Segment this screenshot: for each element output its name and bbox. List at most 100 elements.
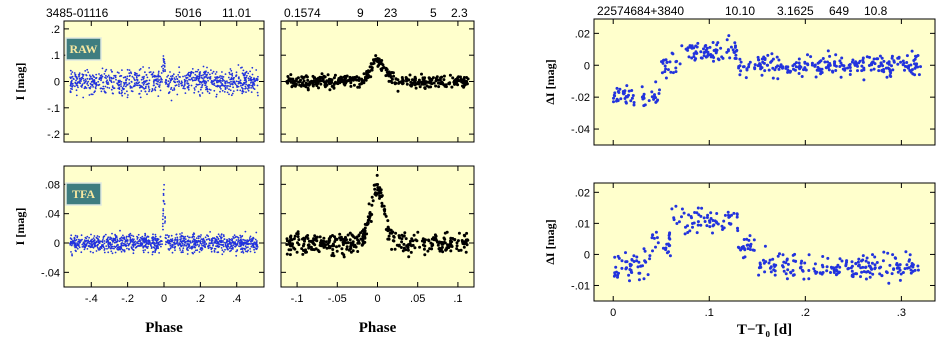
data-point xyxy=(201,92,204,94)
data-point xyxy=(211,72,214,75)
data-point xyxy=(216,245,219,247)
data-point xyxy=(628,268,632,271)
data-point xyxy=(70,238,73,241)
data-point xyxy=(73,237,76,240)
data-point xyxy=(705,216,709,219)
data-point xyxy=(910,68,914,72)
data-point xyxy=(106,75,109,78)
data-point xyxy=(125,85,127,88)
data-point xyxy=(680,44,684,48)
data-point xyxy=(771,76,775,80)
data-point xyxy=(168,77,171,80)
data-point xyxy=(849,69,852,73)
data-point xyxy=(357,241,361,245)
data-point xyxy=(179,249,182,251)
data-point xyxy=(865,256,869,260)
data-point xyxy=(97,241,100,244)
data-point xyxy=(232,90,235,92)
data-point xyxy=(840,259,844,263)
data-point xyxy=(111,232,113,235)
data-point xyxy=(437,247,441,251)
data-point xyxy=(255,69,258,71)
data-point xyxy=(163,65,166,67)
data-point xyxy=(119,75,121,78)
data-point xyxy=(159,89,162,92)
data-point xyxy=(781,253,785,257)
data-point xyxy=(807,253,811,257)
data-point xyxy=(246,88,249,90)
x-tick-label: .1 xyxy=(705,307,714,319)
data-point xyxy=(179,233,181,235)
header-right-0: 22574684+3840 xyxy=(597,4,684,18)
data-point xyxy=(198,77,201,80)
data-point xyxy=(773,68,777,72)
data-point xyxy=(108,76,111,79)
data-point xyxy=(326,73,330,77)
data-point xyxy=(464,238,468,242)
data-point xyxy=(739,69,743,73)
data-point xyxy=(127,235,130,238)
data-point xyxy=(663,64,667,68)
data-point xyxy=(368,211,372,214)
data-point xyxy=(374,54,378,58)
data-point xyxy=(173,88,176,91)
data-point xyxy=(363,226,367,230)
data-point xyxy=(98,247,101,250)
data-point xyxy=(409,250,413,254)
data-point xyxy=(187,240,189,243)
data-point xyxy=(153,84,155,87)
data-point xyxy=(688,229,692,233)
data-point xyxy=(425,84,429,88)
data-point xyxy=(838,59,842,63)
data-point xyxy=(380,59,384,62)
data-point xyxy=(677,220,681,224)
data-point xyxy=(208,92,211,95)
data-point xyxy=(137,245,140,248)
data-point xyxy=(786,262,790,266)
data-point xyxy=(141,242,144,245)
data-point xyxy=(114,233,116,236)
data-point xyxy=(348,76,352,80)
data-point xyxy=(776,64,780,68)
data-point xyxy=(324,83,328,86)
data-point xyxy=(131,75,134,78)
data-point xyxy=(189,74,192,76)
data-point xyxy=(121,87,124,89)
data-point xyxy=(694,57,698,61)
data-point xyxy=(199,95,202,97)
data-point xyxy=(183,78,186,81)
data-point xyxy=(714,50,718,54)
data-point xyxy=(433,233,437,237)
data-point xyxy=(76,242,78,245)
data-point xyxy=(313,76,317,80)
data-point xyxy=(96,235,99,237)
data-point xyxy=(435,75,439,79)
data-point xyxy=(143,88,146,90)
y-tick-label: .08 xyxy=(45,179,60,191)
data-point xyxy=(370,66,374,70)
data-point xyxy=(100,245,103,248)
x-tick-label: 0 xyxy=(161,293,167,305)
data-point xyxy=(380,194,384,198)
data-point xyxy=(393,81,397,85)
data-point xyxy=(451,237,455,240)
data-point xyxy=(245,83,248,86)
data-point xyxy=(786,70,790,74)
data-point xyxy=(439,248,443,252)
data-point xyxy=(88,240,90,243)
data-point xyxy=(816,61,820,65)
data-point xyxy=(69,77,72,80)
data-point xyxy=(742,238,746,241)
data-point xyxy=(420,239,424,243)
data-point xyxy=(207,238,210,240)
data-point xyxy=(98,77,101,79)
data-point xyxy=(230,69,233,72)
data-point xyxy=(122,234,124,237)
data-point xyxy=(328,239,332,242)
data-point xyxy=(220,236,222,239)
data-point xyxy=(74,82,77,85)
data-point xyxy=(738,64,742,68)
data-point xyxy=(297,80,301,84)
data-point xyxy=(328,245,331,249)
data-point xyxy=(624,251,627,255)
